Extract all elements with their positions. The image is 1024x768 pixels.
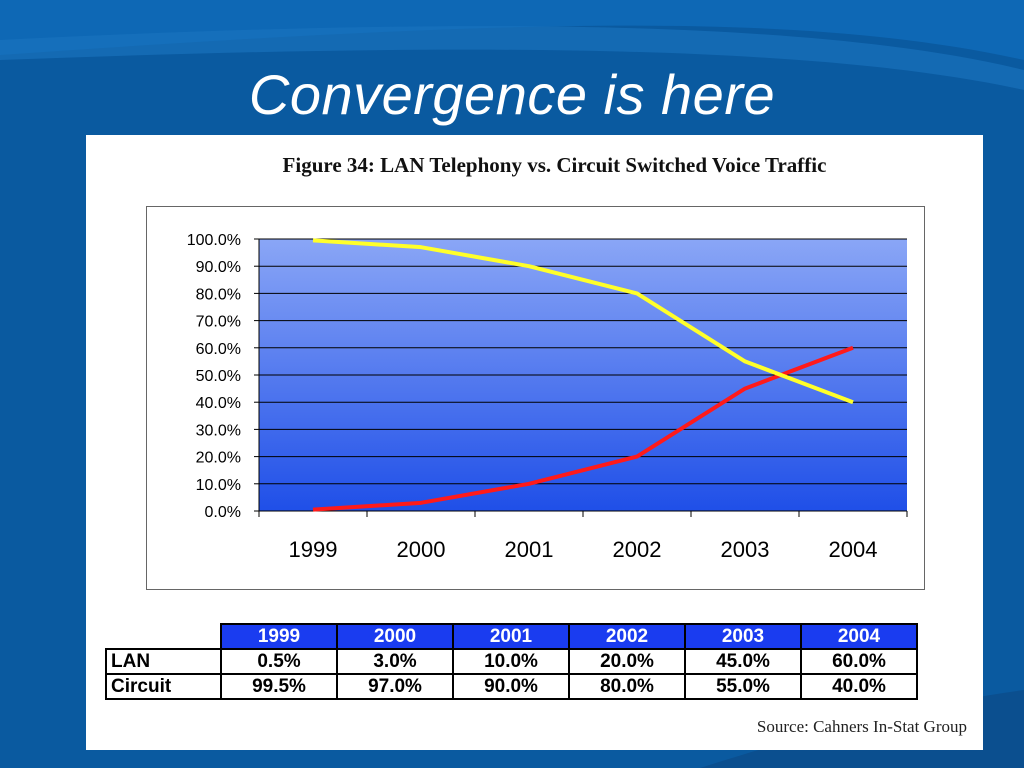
- table-cell: 99.5%: [220, 673, 338, 700]
- table-header-cell: 2000: [336, 623, 454, 650]
- table-header-row: 1999 2000 2001 2002 2003 2004: [106, 623, 918, 650]
- source-note: Source: Cahners In-Stat Group: [756, 717, 967, 736]
- table-cell: 0.5%: [220, 648, 338, 675]
- y-tick-label: 20.0%: [196, 450, 241, 467]
- table-header-cell: 2001: [452, 623, 570, 650]
- y-tick-label: 10.0%: [196, 477, 241, 494]
- line-chart: 0.0% 10.0% 20.0% 30.0% 40.0% 50.0% 60.0% 70.0% 8…: [187, 232, 908, 562]
- table-header-cell: 2004: [800, 623, 918, 650]
- table-cell: 40.0%: [800, 673, 918, 700]
- table-header-cell: 2003: [684, 623, 802, 650]
- table-header-cell: 2002: [568, 623, 686, 650]
- y-tick-label: 80.0%: [196, 286, 241, 303]
- y-tick-label: 40.0%: [196, 395, 241, 412]
- x-tick-label: 2001: [505, 537, 554, 562]
- x-tick-label: 1999: [289, 537, 338, 562]
- y-tick-label: 70.0%: [196, 314, 241, 331]
- table-corner-cell: [106, 624, 221, 650]
- table-row-label: LAN: [105, 648, 222, 675]
- figure-panel: Figure 34: LAN Telephony vs. Circuit Swi…: [86, 135, 983, 750]
- table-cell: 55.0%: [684, 673, 802, 700]
- y-tick-label: 30.0%: [196, 422, 241, 439]
- table-cell: 45.0%: [684, 648, 802, 675]
- y-tick-label: 60.0%: [196, 341, 241, 358]
- series-line-circuit: [312, 238, 854, 405]
- x-tick-label: 2002: [613, 537, 662, 562]
- table-cell: 20.0%: [568, 648, 686, 675]
- table-cell: 3.0%: [336, 648, 454, 675]
- y-tick-label: 0.0%: [205, 504, 241, 521]
- chart-frame: 0.0% 10.0% 20.0% 30.0% 40.0% 50.0% 60.0% 70.0% 8…: [146, 206, 925, 590]
- series-line-lan: [312, 345, 854, 512]
- table-header-cell: 1999: [220, 623, 338, 650]
- x-tick-label: 2000: [397, 537, 446, 562]
- slide-title: Convergence is here: [248, 63, 776, 126]
- table-row: Circuit 99.5% 97.0% 90.0% 80.0% 55.0% 40…: [105, 673, 918, 700]
- table-cell: 60.0%: [800, 648, 918, 675]
- y-tick-label: 100.0%: [187, 232, 241, 249]
- y-tick-label: 50.0%: [196, 368, 241, 385]
- table-cell: 10.0%: [452, 648, 570, 675]
- x-tick-label: 2004: [829, 537, 878, 562]
- y-tick-label: 90.0%: [196, 259, 241, 276]
- table-row: LAN 0.5% 3.0% 10.0% 20.0% 45.0% 60.0%: [105, 648, 918, 675]
- table-row-label: Circuit: [105, 673, 222, 700]
- table-cell: 97.0%: [336, 673, 454, 700]
- data-table: 1999 2000 2001 2002 2003 2004 LAN 0.5% 3…: [105, 623, 918, 700]
- figure-title: Figure 34: LAN Telephony vs. Circuit Swi…: [282, 153, 827, 177]
- table-cell: 90.0%: [452, 673, 570, 700]
- table-cell: 80.0%: [568, 673, 686, 700]
- x-tick-label: 2003: [721, 537, 770, 562]
